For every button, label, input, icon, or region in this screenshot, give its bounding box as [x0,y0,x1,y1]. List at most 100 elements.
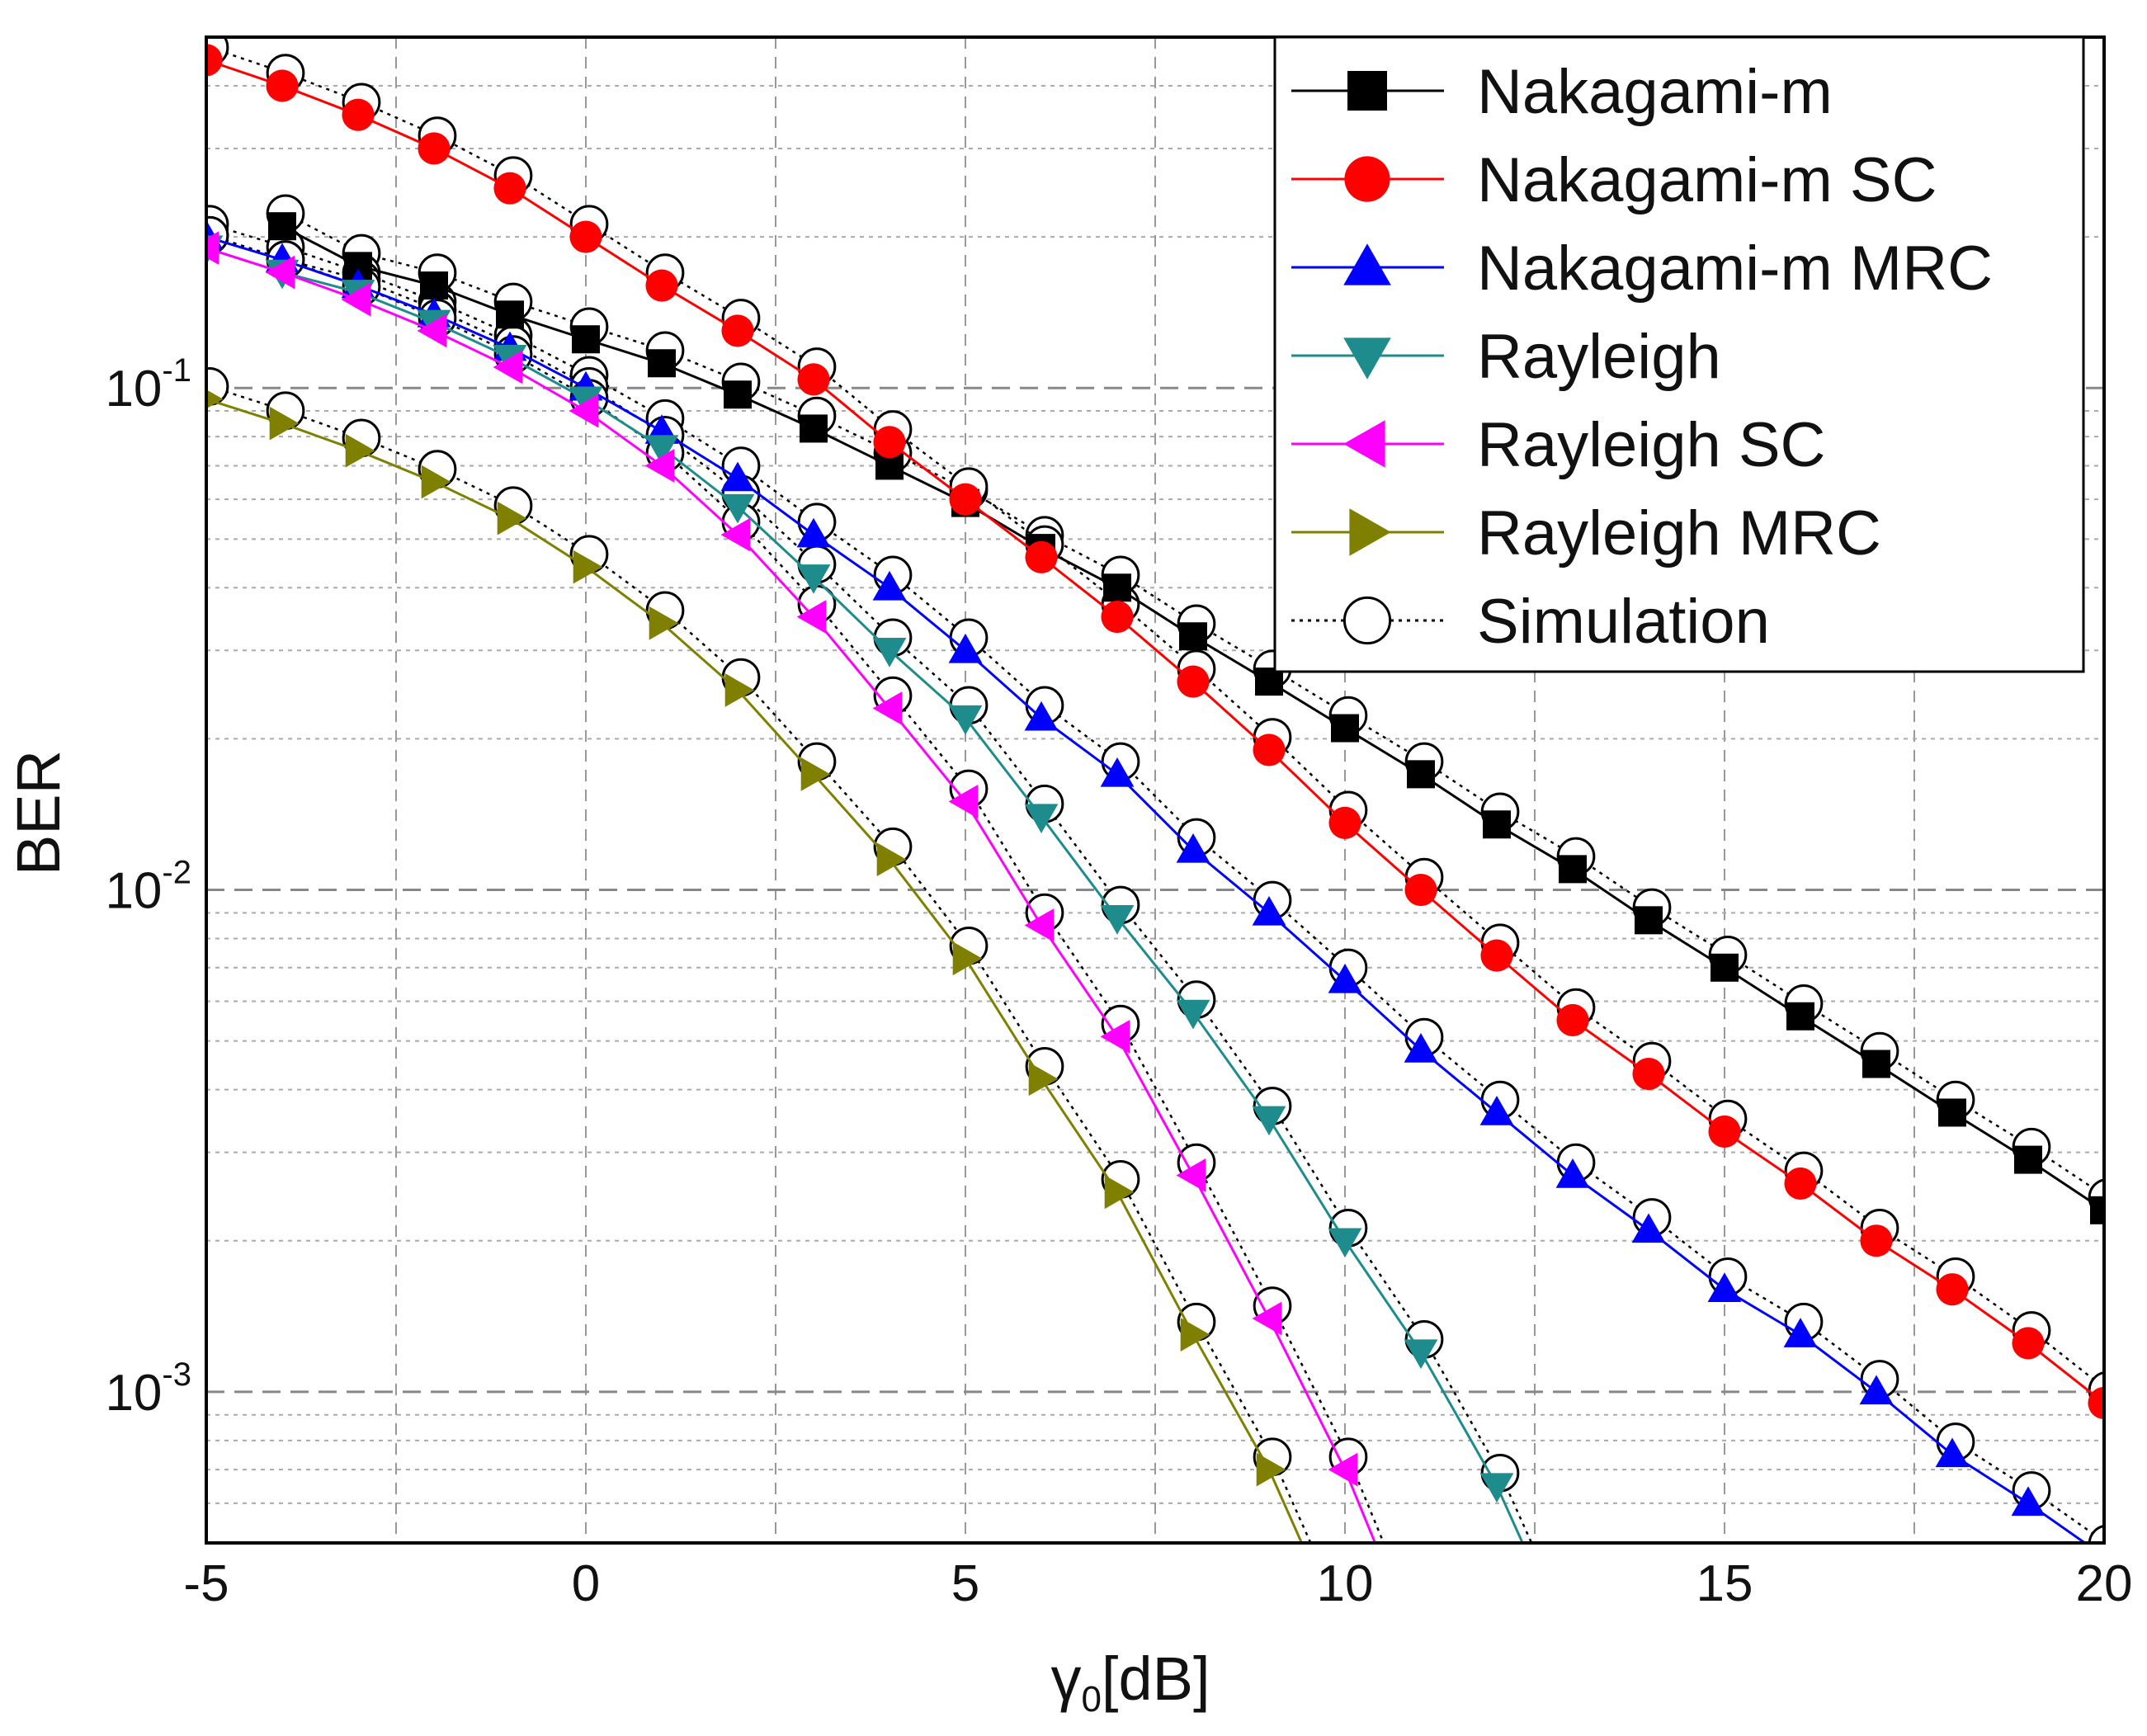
data-point [1328,1228,1362,1258]
data-point [572,325,600,354]
data-point [1404,873,1437,907]
x-axis-unit: [dB] [1102,1644,1210,1713]
data-point [265,255,295,290]
data-point [1479,1473,1514,1503]
data-point [269,406,300,441]
x-tick-label: -5 [183,1555,229,1612]
data-point [2011,1486,2046,1517]
data-point [268,212,296,241]
data-point [206,44,223,77]
data-point [1862,1050,1890,1078]
data-point [648,349,676,378]
data-point [649,606,679,640]
legend-marker [1342,596,1392,645]
data-point [573,550,603,584]
data-point [1784,1167,1817,1200]
data-point [420,271,448,300]
series-rayleigh [206,235,1590,1672]
data-point [1100,757,1135,787]
data-point [796,517,831,548]
data-point [800,414,828,443]
data-point [1024,804,1059,834]
data-point [948,785,979,818]
y-tick-label: 10-2 [105,855,191,920]
data-point [569,220,602,253]
legend: Nakagami-m Nakagami-m SC Nakagami-m MRC Ray… [1273,35,2085,673]
data-point [2014,1145,2042,1174]
data-point [796,600,827,634]
legend-marker [1343,420,1385,468]
data-point [876,842,907,877]
data-point [493,172,526,205]
data-point [1176,999,1210,1030]
x-tick-label: 15 [1696,1555,1753,1612]
data-point [1252,1106,1286,1136]
data-point [1025,540,1058,573]
data-point [1711,953,1739,982]
data-point [206,389,224,409]
data-point [1860,1224,1893,1257]
legend-item-simulation: Simulation [1291,587,1770,657]
x-axis-label: γ0[dB] [1050,1644,1210,1719]
legend-label: Nakagami-m [1477,57,1833,127]
data-point [496,300,524,329]
data-point [497,501,527,535]
data-point [1859,1375,1894,1405]
data-point [872,691,903,725]
data-point [797,363,830,396]
data-point [569,394,599,428]
data-point [1708,1115,1741,1148]
x-tick-label: 0 [572,1555,600,1612]
data-point [1479,1096,1514,1125]
data-point [1556,1642,1590,1672]
series-nakagami-m-mrc [206,219,2104,1543]
data-point [1024,701,1059,731]
data-point [1179,622,1207,651]
data-point [873,426,906,459]
x-tick-label: 10 [1317,1555,1374,1612]
data-point [1707,1272,1742,1303]
data-point [417,314,447,348]
data-point [800,757,831,791]
data-point [948,705,983,735]
data-point [1100,905,1135,935]
data-point [1331,714,1359,743]
data-point [1938,1098,1966,1127]
data-point [1635,906,1663,935]
legend-label: Rayleigh [1477,322,1721,392]
legend-item-rayleigh-sc: Rayleigh SC [1291,410,1825,480]
data-point [872,637,907,668]
data-point [1176,1158,1206,1192]
data-point [1253,734,1286,767]
legend-label: Rayleigh MRC [1477,498,1881,568]
data-point [345,433,375,468]
data-point [1256,1452,1286,1487]
data-point [1100,1020,1130,1054]
data-point [1328,806,1361,839]
simulation-line [209,234,1385,1543]
data-point [1786,1002,1814,1031]
series-nakagami-m-sc [206,44,2104,1419]
data-point [1252,895,1286,926]
legend-label: Nakagami-m MRC [1477,234,1993,304]
data-point [1103,573,1131,602]
legend-marker [1344,156,1390,202]
legend-item-rayleigh-mrc: Rayleigh MRC [1291,498,1881,568]
data-point [872,570,907,601]
legend-marker [1343,337,1391,380]
data-point [948,633,983,663]
data-point [721,314,754,347]
series-rayleigh-mrc [206,389,1304,1543]
data-point [206,231,219,266]
data-point [1559,855,1587,884]
series-line [206,247,1377,1543]
legend-item-nakagami-m: Nakagami-m [1291,57,1833,127]
legend-item-nakagami-m-mrc: Nakagami-m MRC [1291,234,1993,304]
data-point [720,493,755,524]
data-point [1024,908,1055,942]
data-point [1632,1057,1665,1091]
data-point [645,269,678,302]
legend-label: Rayleigh SC [1477,410,1825,480]
data-point [493,350,523,384]
data-point [1328,1452,1358,1487]
